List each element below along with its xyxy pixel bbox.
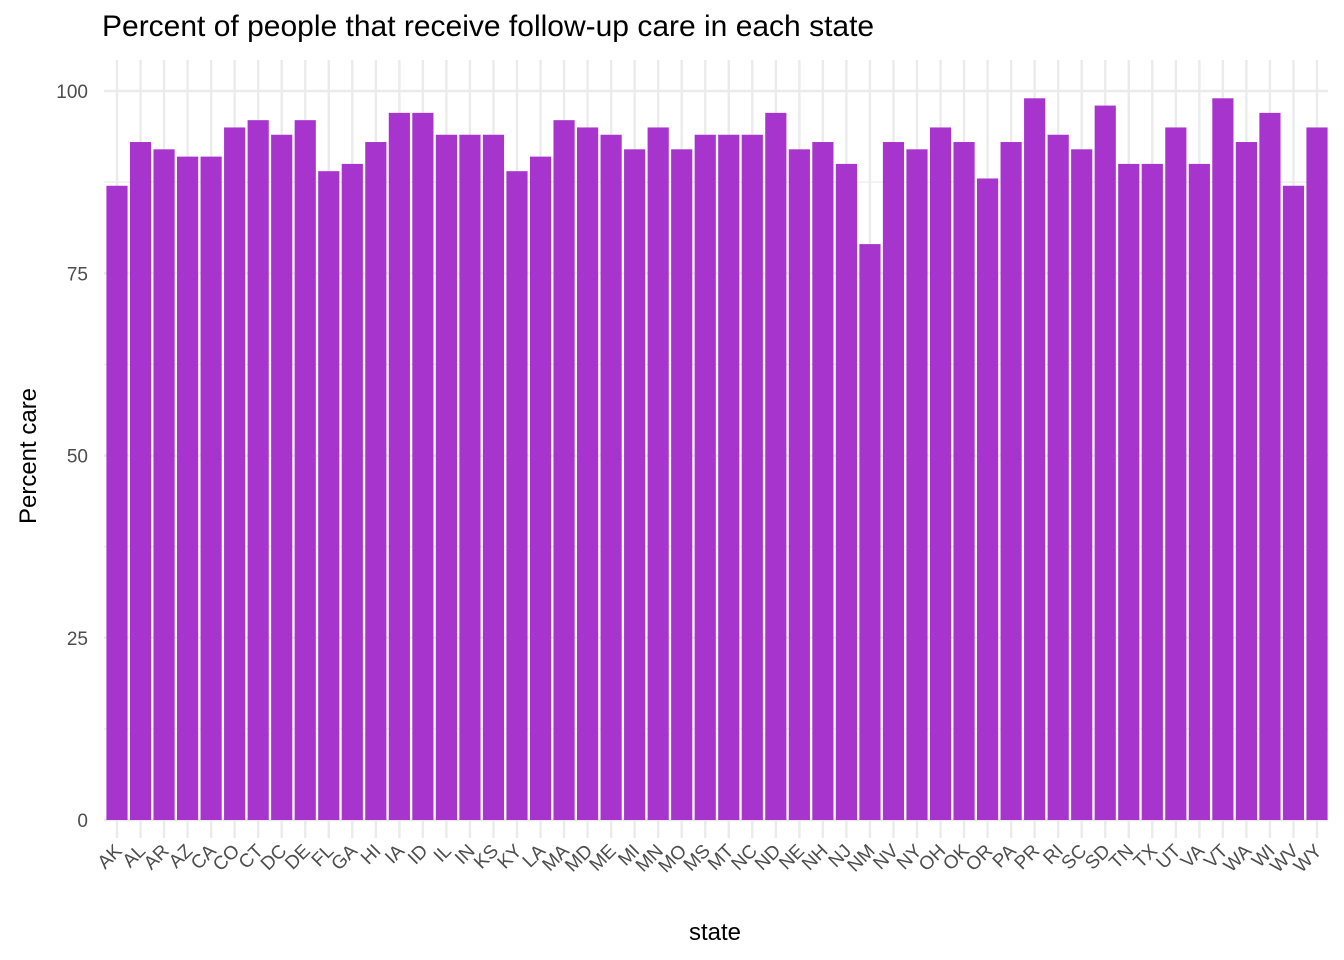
bar-ny — [906, 149, 928, 820]
y-tick-label: 50 — [67, 447, 88, 468]
bar-il — [435, 134, 457, 821]
bar-la — [529, 156, 552, 821]
bar-wa — [1235, 142, 1257, 820]
x-tick-label: WY — [1290, 840, 1327, 877]
bar-ne — [788, 149, 810, 820]
bar-ms — [694, 134, 716, 821]
bar-id — [412, 112, 434, 821]
bar-mi — [624, 149, 646, 820]
y-axis-title: Percent care — [15, 388, 42, 524]
bar-tx — [1141, 163, 1163, 820]
x-axis-ticks: AKALARAZCACOCTDCDEFLGAHIIAIDILINKSKYLAMA… — [94, 840, 1327, 877]
y-tick-label: 100 — [56, 82, 88, 103]
bar-nc — [741, 134, 763, 821]
bar-me — [600, 134, 622, 821]
bar-sc — [1071, 149, 1093, 820]
bar-mt — [718, 134, 740, 821]
bar-dc — [271, 134, 293, 821]
bar-vt — [1212, 98, 1234, 821]
bar-nv — [882, 142, 905, 820]
bar-ct — [247, 120, 269, 820]
bar-de — [294, 120, 316, 820]
x-tick-label: HI — [357, 841, 385, 869]
bar-wi — [1259, 112, 1281, 821]
y-tick-label: 75 — [67, 264, 88, 285]
bar-wv — [1282, 185, 1305, 820]
x-tick-label: ID — [404, 841, 432, 869]
x-tick-label: GA — [328, 840, 362, 874]
bar-va — [1188, 163, 1210, 820]
bar-ak — [106, 185, 128, 820]
bar-ks — [482, 134, 505, 821]
bar-fl — [318, 171, 340, 820]
bar-md — [577, 127, 599, 820]
bar-nd — [765, 112, 787, 821]
y-tick-label: 25 — [67, 629, 88, 650]
bar-ca — [200, 156, 222, 821]
bar-pa — [1000, 142, 1022, 820]
bar-pr — [1024, 98, 1046, 821]
bar-ma — [553, 120, 575, 820]
bar-ok — [953, 142, 975, 820]
bar-sd — [1094, 105, 1116, 820]
bar-az — [177, 156, 199, 821]
bar-mo — [671, 149, 693, 820]
y-axis-ticks: 0 25 50 75 100 — [56, 82, 88, 832]
bar-nj — [835, 163, 857, 820]
bar-wy — [1306, 127, 1328, 820]
x-axis-title: state — [689, 919, 741, 946]
bar-hi — [365, 142, 387, 820]
bar-in — [459, 134, 481, 821]
bar-al — [129, 142, 152, 820]
bar-ut — [1165, 127, 1187, 820]
bar-mn — [647, 127, 669, 820]
y-tick-label: 0 — [77, 811, 88, 832]
bar-co — [224, 127, 246, 820]
bar-or — [977, 178, 999, 821]
bar-ar — [153, 149, 175, 820]
bar-ri — [1047, 134, 1069, 821]
x-tick-label: PR — [1011, 841, 1045, 875]
x-tick-label: ME — [586, 841, 621, 876]
bar-nh — [812, 142, 834, 820]
bar-tn — [1118, 163, 1140, 820]
bar-oh — [929, 127, 952, 820]
bar-ga — [341, 163, 363, 820]
chart-title: Percent of people that receive follow-up… — [102, 10, 875, 43]
bar-nm — [859, 244, 881, 821]
bar-ia — [388, 112, 410, 821]
bar-layer — [106, 98, 1328, 821]
bar-ky — [506, 171, 528, 820]
